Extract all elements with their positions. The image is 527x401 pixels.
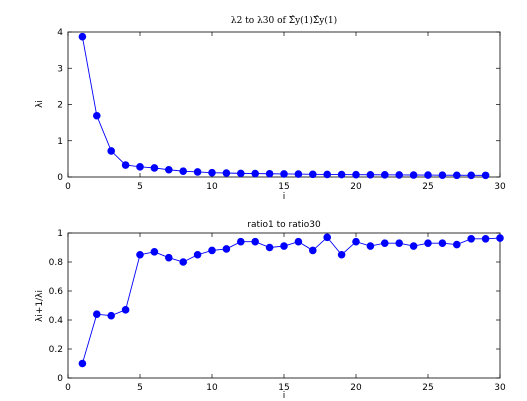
- chart-eigenvalues-data-point: [467, 171, 476, 180]
- chart-ratios-data-point: [208, 246, 216, 255]
- chart-ratios-data-point: [438, 239, 447, 247]
- chart-eigenvalues-ytick-label: 1: [57, 137, 63, 147]
- chart-eigenvalues-data-point: [381, 171, 389, 179]
- chart-eigenvalues-data-point: [193, 168, 202, 176]
- chart-eigenvalues-data-point: [481, 171, 490, 180]
- chart-ratios-data-point: [251, 237, 259, 246]
- chart-ratios-data-point: [179, 258, 187, 266]
- chart-eigenvalues-xtick-label: 10: [206, 182, 218, 192]
- chart-eigenvalues-data-point: [208, 168, 216, 177]
- chart-eigenvalues-ytick-label: 0: [57, 173, 63, 183]
- chart-eigenvalues-yticks: 0 1 2 3 4: [57, 28, 500, 183]
- chart-ratios-data-point: [165, 253, 173, 262]
- chart-eigenvalues-data-point: [179, 167, 187, 175]
- chart-ratios-data-point: [453, 240, 461, 249]
- chart-ratios-xlabel: i: [283, 391, 286, 401]
- chart-eigenvalues-data-point: [409, 171, 418, 179]
- chart-eigenvalues-data-point: [438, 171, 447, 179]
- chart-ratios-xtick-label: 25: [422, 383, 433, 393]
- chart-ratios-data-point: [280, 242, 288, 250]
- chart-ratios: ratio1 to ratio30 0 5 10 15 20 25 30 0 0.2 0.4 0.…: [35, 220, 506, 401]
- chart-ratios-data-point: [107, 311, 115, 320]
- chart-ratios-data-point: [309, 246, 317, 255]
- chart-eigenvalues-data-point: [150, 164, 159, 172]
- chart-eigenvalues-data-point: [366, 170, 375, 179]
- chart-ratios-data-point: [193, 250, 202, 259]
- chart-eigenvalues-data-point: [107, 147, 115, 155]
- chart-eigenvalues-data-point: [323, 170, 332, 179]
- chart-eigenvalues-data-point: [165, 165, 173, 174]
- chart-ratios-ytick-label: 1: [57, 229, 63, 239]
- chart-eigenvalues-data-point: [453, 171, 461, 180]
- chart-ratios-data-point: [381, 239, 389, 247]
- chart-ratios-xtick-label: 15: [278, 383, 289, 393]
- chart-ratios-ytick-label: 0.2: [49, 345, 63, 355]
- chart-ratios-data-point: [337, 250, 346, 259]
- chart-ratios-data-point: [121, 306, 130, 314]
- chart-ratios-ylabel: λi+1/λi: [35, 290, 45, 322]
- chart-eigenvalues-xtick-label: 25: [422, 182, 433, 192]
- chart-eigenvalues-xtick-label: 15: [278, 182, 289, 192]
- chart-eigenvalues-data-point: [136, 163, 144, 171]
- chart-ratios-yticks: 0 0.2 0.4 0.6 0.8 1: [49, 229, 500, 384]
- chart-ratios-series: [78, 233, 504, 368]
- chart-eigenvalues-xtick-label: 20: [350, 182, 362, 192]
- chart-eigenvalues-data-point: [294, 170, 303, 178]
- chart-ratios-data-point: [395, 239, 404, 247]
- chart-ratios-xtick-label: 5: [137, 383, 143, 393]
- chart-ratios-ytick-label: 0.8: [49, 258, 64, 268]
- chart-ratios-data-point: [93, 310, 101, 319]
- chart-eigenvalues-data-point: [352, 170, 360, 179]
- chart-eigenvalues-data-point: [309, 170, 317, 179]
- chart-ratios-xtick-label: 0: [65, 383, 71, 393]
- chart-eigenvalues-xtick-label: 30: [494, 182, 506, 192]
- chart-eigenvalues-ytick-label: 2: [57, 101, 63, 111]
- chart-eigenvalues-data-point: [280, 170, 288, 178]
- chart-eigenvalues-data-point: [237, 169, 245, 178]
- chart-eigenvalues-title: λ2 to λ30 of Σ̂y(1)Σ̂y(1): [231, 15, 337, 26]
- chart-eigenvalues-data-point: [337, 170, 346, 179]
- chart-ratios-data-point: [467, 235, 476, 243]
- chart-ratios-xtick-label: 10: [206, 383, 218, 393]
- chart-eigenvalues-data-point: [265, 169, 274, 178]
- chart-ratios-data-point: [294, 237, 303, 246]
- chart-ratios-ytick-label: 0: [57, 374, 63, 384]
- chart-eigenvalues-ytick-label: 4: [57, 28, 63, 38]
- chart-ratios-data-point: [424, 239, 432, 247]
- chart-ratios-xtick-label: 20: [350, 383, 362, 393]
- chart-eigenvalues-data-point: [395, 171, 404, 179]
- chart-eigenvalues-xtick-label: 0: [65, 182, 71, 192]
- chart-ratios-data-point: [366, 242, 375, 250]
- chart-ratios-ytick-label: 0.4: [49, 316, 64, 326]
- chart-eigenvalues-series: [78, 32, 490, 180]
- chart-ratios-data-point: [150, 248, 159, 256]
- chart-ratios-data-point: [237, 237, 245, 246]
- chart-eigenvalues-ylabel: λi: [35, 100, 45, 108]
- chart-ratios-data-point: [481, 235, 490, 243]
- chart-ratios-data-point: [496, 234, 504, 242]
- chart-ratios-data-point: [136, 250, 144, 259]
- chart-eigenvalues-xlabel: i: [283, 192, 286, 202]
- chart-eigenvalues-data-point: [93, 111, 101, 120]
- chart-eigenvalues-data-point: [78, 32, 87, 41]
- chart-ratios-data-point: [323, 233, 332, 242]
- chart-eigenvalues-data-point: [222, 169, 231, 177]
- chart-eigenvalues-data-point: [121, 161, 130, 169]
- chart-ratios-data-point: [352, 237, 360, 246]
- chart-eigenvalues-data-point: [424, 171, 432, 179]
- chart-eigenvalues: λ2 to λ30 of Σ̂y(1)Σ̂y(1) 0 5 10 15 20 25 30 0…: [35, 15, 506, 202]
- chart-ratios-title: ratio1 to ratio30: [247, 220, 321, 230]
- chart-ratios-xticks: 0 5 10 15 20 25 30: [65, 233, 506, 393]
- chart-ratios-data-point: [222, 245, 231, 253]
- chart-ratios-data-point: [78, 359, 87, 368]
- chart-ratios-ytick-label: 0.6: [49, 287, 64, 297]
- chart-eigenvalues-data-point: [251, 169, 259, 178]
- chart-eigenvalues-ytick-label: 3: [57, 64, 63, 74]
- chart-ratios-data-point: [265, 243, 274, 252]
- chart-eigenvalues-xtick-label: 5: [137, 182, 143, 192]
- chart-ratios-data-point: [409, 242, 418, 250]
- chart-ratios-xtick-label: 30: [494, 383, 506, 393]
